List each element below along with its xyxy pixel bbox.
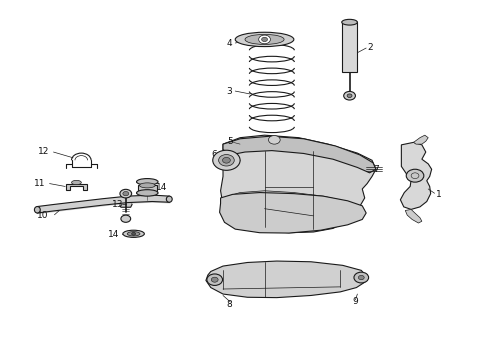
Circle shape — [358, 275, 364, 280]
Ellipse shape — [123, 230, 145, 237]
Polygon shape — [400, 142, 432, 210]
Circle shape — [120, 189, 132, 198]
Ellipse shape — [137, 190, 158, 196]
Text: 12: 12 — [38, 147, 49, 156]
Text: 1: 1 — [436, 190, 441, 199]
Text: 3: 3 — [226, 86, 232, 95]
Polygon shape — [223, 136, 376, 173]
Circle shape — [211, 277, 218, 282]
Circle shape — [262, 37, 268, 41]
Circle shape — [354, 272, 368, 283]
Ellipse shape — [166, 196, 172, 202]
Polygon shape — [120, 202, 132, 207]
Text: 14: 14 — [156, 183, 168, 192]
Polygon shape — [206, 261, 366, 298]
Polygon shape — [223, 191, 361, 227]
Text: 8: 8 — [226, 300, 232, 309]
Ellipse shape — [342, 19, 357, 25]
Polygon shape — [220, 135, 376, 233]
Ellipse shape — [34, 207, 40, 213]
Circle shape — [132, 232, 136, 235]
Text: 2: 2 — [367, 43, 373, 52]
Ellipse shape — [137, 179, 158, 185]
Polygon shape — [342, 22, 357, 72]
Circle shape — [207, 274, 222, 285]
Text: 10: 10 — [37, 211, 49, 220]
Text: 4: 4 — [226, 39, 232, 48]
Circle shape — [123, 192, 129, 196]
Polygon shape — [138, 185, 157, 193]
Ellipse shape — [235, 32, 294, 46]
Polygon shape — [66, 184, 87, 190]
Circle shape — [121, 215, 131, 222]
Text: 6: 6 — [212, 150, 218, 159]
Text: 7: 7 — [373, 165, 379, 174]
Text: 5: 5 — [227, 137, 233, 146]
Polygon shape — [405, 210, 422, 223]
Text: 9: 9 — [352, 297, 358, 306]
Text: 14: 14 — [108, 230, 120, 239]
Polygon shape — [220, 193, 366, 233]
Circle shape — [222, 157, 230, 163]
Circle shape — [269, 135, 280, 144]
Ellipse shape — [140, 183, 155, 188]
Polygon shape — [414, 135, 428, 144]
Ellipse shape — [245, 35, 284, 44]
Circle shape — [219, 154, 234, 166]
Circle shape — [406, 169, 424, 182]
Text: 13: 13 — [112, 200, 123, 209]
Circle shape — [213, 150, 240, 170]
Text: 11: 11 — [34, 179, 46, 188]
Circle shape — [259, 35, 270, 44]
Circle shape — [343, 91, 355, 100]
Circle shape — [347, 94, 352, 98]
Ellipse shape — [127, 231, 140, 236]
Ellipse shape — [72, 180, 81, 185]
